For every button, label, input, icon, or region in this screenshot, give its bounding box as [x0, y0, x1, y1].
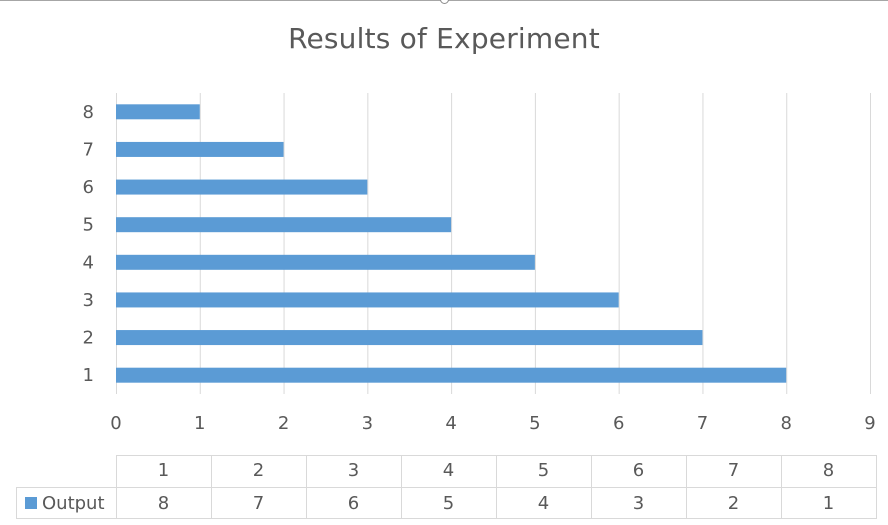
table-header-cell-1: 1: [158, 460, 169, 481]
table-header-cell-7: 7: [728, 460, 739, 481]
bar-category-1: [116, 367, 787, 383]
table-header-cell-8: 8: [823, 460, 834, 481]
x-tick-label-5: 5: [529, 413, 540, 434]
bar-series: [116, 104, 787, 383]
table-value-cell-6: 3: [633, 493, 644, 514]
legend-key-output: [25, 497, 37, 509]
x-tick-label-0: 0: [110, 413, 121, 434]
x-tick-label-8: 8: [780, 413, 791, 434]
bar-category-3: [116, 292, 619, 308]
y-tick-label-5: 5: [83, 215, 94, 236]
table-header-cell-4: 4: [443, 460, 454, 481]
x-tick-label-2: 2: [278, 413, 289, 434]
bar-category-2: [116, 330, 703, 346]
gridlines: [116, 93, 871, 394]
table-value-cell-5: 4: [538, 493, 549, 514]
table-series-name: Output: [42, 493, 105, 514]
table-value-cell-2: 7: [253, 493, 264, 514]
bar-category-4: [116, 254, 535, 270]
y-tick-label-8: 8: [83, 102, 94, 123]
y-tick-label-2: 2: [83, 328, 94, 349]
x-tick-label-9: 9: [864, 413, 875, 434]
x-tick-label-6: 6: [613, 413, 624, 434]
bar-category-8: [116, 104, 200, 120]
x-tick-label-4: 4: [445, 413, 456, 434]
table-value-cell-3: 6: [348, 493, 359, 514]
y-tick-label-4: 4: [83, 252, 94, 273]
y-axis-tick-labels: 1 2 3 4 5 6 7 8: [83, 102, 94, 386]
table-header-cell-5: 5: [538, 460, 549, 481]
bar-category-7: [116, 141, 284, 157]
x-tick-label-7: 7: [697, 413, 708, 434]
y-tick-label-1: 1: [83, 365, 94, 386]
table-header-cell-6: 6: [633, 460, 644, 481]
table-value-cell-4: 5: [443, 493, 454, 514]
table-value-cell-1: 8: [158, 493, 169, 514]
y-tick-label-3: 3: [83, 290, 94, 311]
bar-category-6: [116, 179, 368, 195]
table-header-cell-2: 2: [253, 460, 264, 481]
data-table: 1 2 3 4 5 6 7 8 Output 8 7 6 5 4 3 2 1: [16, 455, 877, 519]
chart-title: Results of Experiment: [288, 22, 600, 55]
y-tick-label-7: 7: [83, 139, 94, 160]
bar-category-5: [116, 217, 452, 233]
x-tick-label-3: 3: [362, 413, 373, 434]
table-value-cell-7: 2: [728, 493, 739, 514]
x-axis-tick-labels: 0 1 2 3 4 5 6 7 8 9: [110, 413, 875, 434]
table-value-cell-8: 1: [823, 493, 834, 514]
table-header-cell-3: 3: [348, 460, 359, 481]
y-tick-label-6: 6: [83, 177, 94, 198]
x-tick-label-1: 1: [194, 413, 205, 434]
